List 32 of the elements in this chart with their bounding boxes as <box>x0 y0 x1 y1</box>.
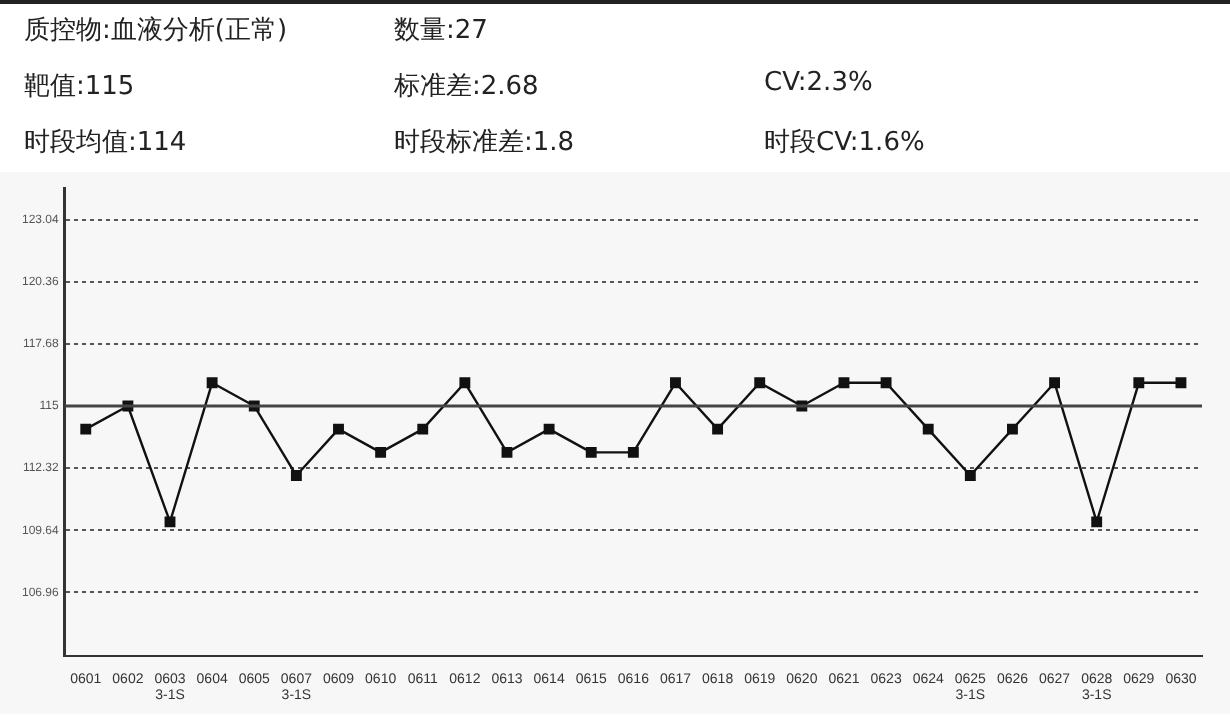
point <box>922 423 934 435</box>
point <box>459 377 471 389</box>
point <box>880 377 892 389</box>
text: 质控物:血液分析(正常) <box>24 14 290 50</box>
point <box>206 377 218 389</box>
point <box>1007 423 1018 435</box>
point <box>1133 377 1145 389</box>
point <box>164 516 176 528</box>
point <box>375 446 387 458</box>
point <box>627 446 639 458</box>
point <box>80 423 92 435</box>
text: 靶值:115 <box>24 70 137 106</box>
point <box>712 423 724 435</box>
point <box>290 470 302 481</box>
point <box>1049 377 1061 389</box>
text: 数量:27 <box>394 14 490 50</box>
text: 时段标准差:1.8 <box>394 126 577 162</box>
text: 时段CV:1.6% <box>764 126 927 162</box>
point <box>501 446 513 458</box>
point <box>585 446 597 458</box>
point <box>543 423 555 435</box>
text: 标准差:2.68 <box>394 70 541 106</box>
point <box>964 470 976 481</box>
point <box>333 423 344 435</box>
text: CV:2.3% <box>764 68 875 102</box>
point <box>1091 516 1103 528</box>
point <box>1175 377 1187 389</box>
point <box>838 377 850 389</box>
text: 时段均值:114 <box>24 126 189 162</box>
point <box>670 377 681 389</box>
point <box>754 377 766 389</box>
point <box>417 423 429 435</box>
